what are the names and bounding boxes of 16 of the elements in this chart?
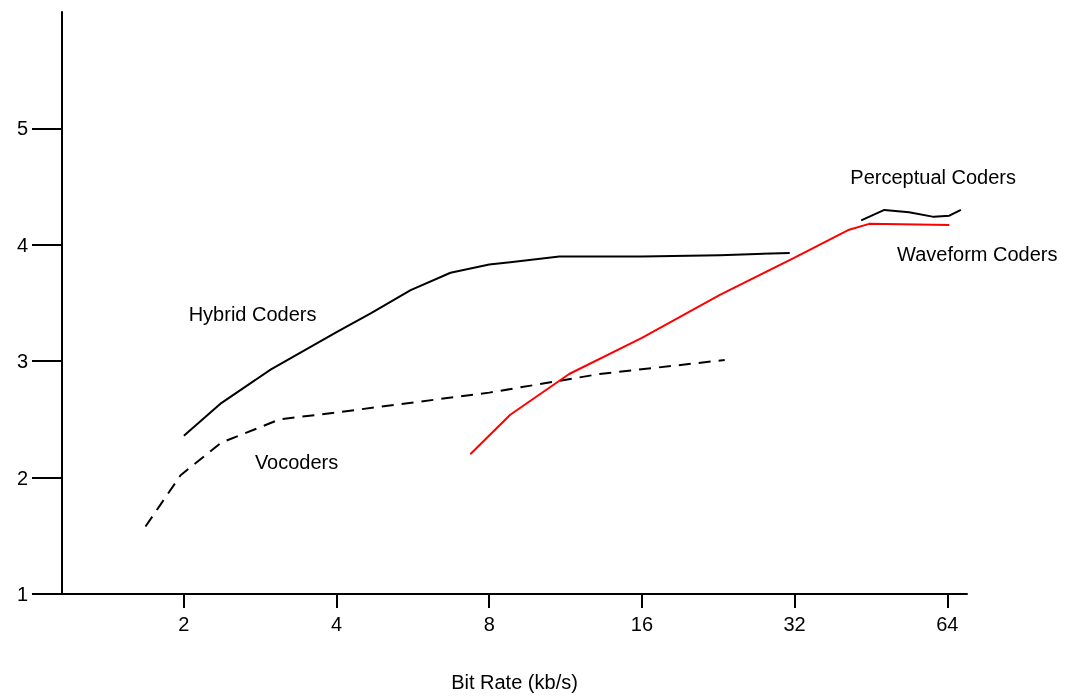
x-tick-label: 4 — [331, 613, 343, 635]
x-tick-label: 64 — [936, 613, 959, 635]
y-tick-label: 2 — [16, 466, 28, 489]
series-label: Hybrid Coders — [188, 303, 317, 326]
x-tick-label: 2 — [178, 613, 190, 635]
x-tick-label: 32 — [783, 613, 806, 635]
series-label: Vocoders — [254, 451, 339, 474]
y-tick-label: 1 — [16, 583, 28, 605]
y-tick-label: 4 — [16, 233, 28, 256]
x-tick-label: 16 — [630, 613, 654, 635]
x-tick-label: 8 — [483, 613, 495, 635]
series-label: Perceptual Coders — [850, 166, 1017, 189]
x-axis-title: Bit Rate (kb/s) — [451, 671, 578, 693]
y-tick-label: 3 — [16, 350, 28, 373]
series-label: Waveform Coders — [897, 243, 1058, 266]
y-tick-label: 5 — [16, 117, 28, 140]
